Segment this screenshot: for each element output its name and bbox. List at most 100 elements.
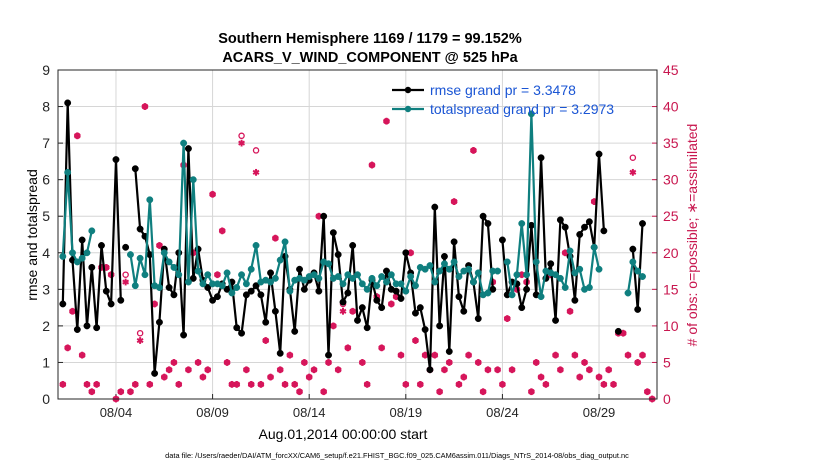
obs-assimilated-point-117: [629, 168, 637, 176]
totalspread-point-0-1: [64, 168, 72, 176]
totalspread-point-1-33: [286, 287, 294, 295]
obs-assimilated-point-108: [585, 366, 593, 374]
totalspread-point-2-17: [585, 284, 593, 291]
rmse-point-3-41: [421, 326, 429, 333]
rmse-point-3-23: [334, 251, 342, 259]
rmse-point-4-10: [547, 260, 555, 268]
totalspread-point-1-47: [354, 271, 361, 279]
rmse-point-1-0: [122, 243, 130, 251]
obs-assimilated-point-12: [117, 388, 125, 396]
obs-assimilated-point-97: [532, 359, 540, 366]
obs-assimilated-point-2: [69, 307, 76, 315]
obs-assimilated-point-120: [643, 388, 651, 396]
obs-assimilated-point-20: [155, 242, 163, 249]
totalspread-point-1-63: [431, 278, 439, 286]
obs-assimilated-point-14: [127, 388, 134, 396]
x-tick-label-3: 08/19: [390, 405, 423, 420]
rmse-point-4-11: [552, 316, 560, 324]
rmse-point-3-26: [349, 242, 357, 249]
totalspread-point-1-43: [334, 273, 342, 280]
obs-assimilated-point-56: [329, 322, 337, 330]
totalspread-point-1-14: [194, 267, 202, 275]
obs-assimilated-point-72: [412, 337, 419, 344]
totalspread-point-1-13: [189, 176, 197, 184]
obs-assimilated-point-102: [556, 366, 564, 374]
rmse-point-3-37: [402, 249, 410, 257]
totalspread-point-1-31: [276, 256, 284, 264]
totalspread-point-1-54: [387, 271, 395, 279]
rmse-point-3-2: [233, 324, 241, 332]
y-right-tick-label-7: 35: [663, 135, 679, 151]
y-axis-left: 0 1 2 3 4 5 6 7 8 9: [42, 62, 63, 407]
rmse-point-3-3: [238, 329, 246, 337]
obs-assimilated-point-4: [78, 351, 86, 359]
obs-assimilated-point-85: [474, 359, 482, 366]
totalspread-point-1-71: [469, 278, 477, 286]
totalspread-line-segment-2: [506, 112, 601, 298]
totalspread-point-2-7: [537, 293, 545, 301]
obs-assimilated-point-87: [484, 366, 492, 374]
obs-assimilated-point-21: [160, 373, 168, 381]
totalspread-point-1-68: [455, 273, 463, 280]
obs-assimilated-point-86: [479, 388, 487, 396]
totalspread-point-1-57: [402, 287, 410, 295]
totalspread-point-1-76: [494, 267, 502, 275]
obs-assimilated-point-47: [286, 351, 294, 359]
rmse-point-2-8: [170, 291, 178, 299]
obs-assimilated-point-34: [223, 359, 231, 366]
obs-assimilated-point-76: [431, 351, 439, 359]
y-right-tick-label-8: 40: [663, 99, 679, 115]
obs-assimilated-point-3: [73, 132, 81, 140]
obs-assimilated-point-6: [88, 388, 96, 396]
rmse-point-0-9: [102, 287, 110, 295]
y-left-tick-label-5: 5: [42, 208, 50, 224]
grid: [58, 70, 657, 399]
y-left-tick-label-6: 6: [42, 172, 50, 188]
totalspread-point-2-12: [561, 284, 569, 291]
totalspread-point-3-0: [624, 289, 632, 297]
rmse-point-3-39: [412, 309, 419, 317]
rmse-line-segment-4: [501, 153, 605, 322]
totalspread-point-1-67: [450, 258, 458, 266]
totalspread-point-2-15: [576, 265, 584, 273]
totalspread-point-1-56: [397, 280, 405, 288]
totalspread-point-2-18: [590, 243, 598, 251]
obs-assimilated-point-107: [581, 359, 588, 366]
rmse-point-4-20: [595, 150, 603, 158]
rmse-point-2-1: [136, 225, 144, 233]
rmse-point-0-8: [98, 242, 105, 249]
obs-assimilated-point-60: [349, 307, 357, 315]
rmse-point-0-11: [112, 156, 120, 164]
rmse-point-2-15: [204, 284, 212, 291]
rmse-point-3-29: [363, 324, 371, 332]
legend-label-0: rmse grand pr = 3.3478: [430, 82, 576, 98]
obs-assimilated-point-99: [542, 380, 550, 388]
obs-assimilated-point-37: [238, 139, 246, 147]
totalspread-point-0-4: [78, 254, 86, 262]
totalspread-point-0-2: [69, 249, 76, 257]
totalspread-point-1-16: [204, 271, 212, 279]
obs-assimilated-point-16: [136, 337, 144, 344]
totalspread-point-1-2: [136, 254, 144, 262]
totalspread-point-1-51: [373, 282, 381, 290]
legend-marker-0: [404, 86, 412, 94]
rmse-point-3-31: [373, 296, 381, 304]
obs-assimilated-point-24: [175, 380, 183, 388]
totalspread-point-2-10: [552, 271, 560, 279]
totalspread-point-2-3: [518, 220, 526, 227]
y-left-tick-label-9: 9: [42, 62, 50, 78]
totalspread-point-2-2: [513, 271, 521, 279]
rmse-point-3-27: [354, 316, 361, 324]
rmse-point-0-10: [107, 300, 115, 308]
obs-assimilated-point-55: [325, 359, 332, 366]
rmse-point-4-13: [561, 223, 569, 231]
rmse-point-2-12: [189, 274, 197, 282]
x-tick-label-4: 08/24: [486, 405, 519, 420]
legend: rmse grand pr = 3.3478 totalspread grand …: [392, 82, 614, 117]
obs-assimilated-point-32: [213, 271, 221, 279]
obs-assimilated-point-101: [552, 351, 560, 359]
totalspread-point-1-49: [363, 285, 371, 293]
rmse-point-3-19: [315, 287, 323, 295]
totalspread-point-1-11: [180, 139, 188, 147]
obs-assimilated-point-23: [170, 359, 178, 366]
